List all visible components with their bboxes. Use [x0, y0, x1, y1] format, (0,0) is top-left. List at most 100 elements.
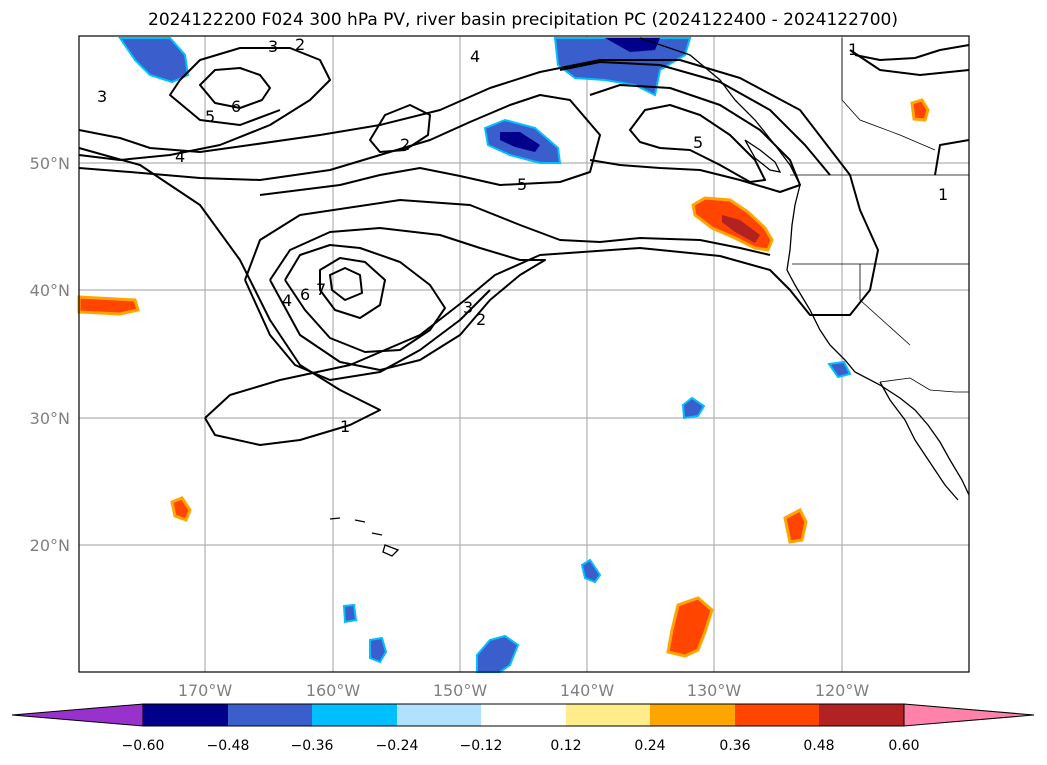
colorbar-outline	[142, 703, 905, 727]
colorbar-extend-low	[11, 703, 144, 727]
colorbar-bin	[228, 704, 312, 726]
lon-label-130w: 130°W	[687, 681, 742, 700]
political-borders	[790, 38, 969, 393]
contour-5-coast	[629, 104, 766, 183]
contour-label: 7	[316, 280, 326, 299]
colorbar-tick-label: −0.36	[291, 738, 334, 754]
coastline-vancouver-island	[744, 139, 782, 173]
precip-strong-negative-gulf-alaska	[500, 132, 540, 152]
border-us-mexico	[879, 377, 969, 393]
lon-label-120w: 120°W	[815, 681, 870, 700]
precip-strong-positive-pacific-nw	[722, 215, 760, 243]
colorbar-extend-high	[903, 703, 1035, 727]
contour-2-north	[369, 104, 431, 153]
colorbar-bin	[397, 704, 481, 726]
contour-6-center	[329, 267, 363, 301]
colorbar-bin	[735, 704, 819, 726]
contour-label: 4	[282, 291, 292, 310]
coastline-north-america	[639, 37, 970, 496]
contour-labels: 1 1 1 2 2 2 3 3 3 4 4 4 5 5 5 6 6 7	[97, 35, 948, 436]
colorbar-tick-label: −0.24	[376, 738, 419, 754]
pv-contours	[78, 44, 970, 446]
colorbar-tick-label: 0.24	[634, 738, 665, 754]
precip-negative-subtropic-6	[827, 360, 852, 379]
lat-label-30n: 30°N	[30, 409, 70, 428]
contour-label: 4	[175, 147, 185, 166]
contour-1-canada	[849, 49, 970, 176]
contour-4-north	[78, 94, 601, 196]
precip-positive-west	[77, 295, 140, 316]
contour-4	[284, 244, 446, 353]
colorbar-tick-label: −0.48	[207, 738, 250, 754]
colorbar-tick-label: 0.12	[550, 738, 581, 754]
contour-4-coast	[589, 84, 801, 193]
map-frame	[78, 35, 970, 673]
map-panel: 1 1 1 2 2 2 3 3 3 4 4 4 5 5 5 6 6 7	[77, 35, 970, 673]
coastline-baja	[879, 381, 959, 501]
colorbar-tick-label: −0.12	[460, 738, 503, 754]
longitude-labels: 170°W 160°W 150°W 140°W 130°W 120°W	[178, 681, 870, 700]
colorbar-tick-label: −0.60	[122, 738, 165, 754]
contour-label: 4	[470, 47, 480, 66]
colorbar-bin	[143, 704, 228, 726]
colorbar-tick-label: 0.36	[719, 738, 750, 754]
precip-negative-subtropic-3	[342, 603, 358, 624]
colorbar-bin	[566, 704, 650, 726]
precip-negative-subtropic-2	[369, 636, 388, 664]
border-canada-alaska	[841, 38, 936, 151]
contour-3	[269, 227, 546, 371]
colorbar-bin	[819, 704, 904, 726]
colorbar-bin	[481, 704, 566, 726]
contour-label: 2	[295, 35, 305, 54]
contour-5-center	[319, 257, 386, 319]
contour-1-main	[78, 59, 879, 446]
contour-1-canada-2	[854, 44, 970, 61]
contour-label: 2	[476, 310, 486, 329]
precip-shading	[77, 37, 930, 673]
contour-label: 3	[97, 87, 107, 106]
lon-label-160w: 160°W	[306, 681, 361, 700]
figure-title: 2024122200 F024 300 hPa PV, river basin …	[148, 10, 898, 30]
lat-label-20n: 20°N	[30, 536, 70, 555]
colorbar: −0.60 −0.48 −0.36 −0.24 −0.12 0.12 0.24 …	[11, 703, 1035, 754]
lon-label-150w: 150°W	[433, 681, 488, 700]
precip-positive-subtropic-3	[666, 596, 714, 658]
coastlines	[329, 37, 970, 557]
colorbar-bin	[650, 704, 735, 726]
contour-label: 1	[938, 185, 948, 204]
colorbar-bin	[312, 704, 397, 726]
contour-label: 5	[205, 107, 215, 126]
colorbar-tick-label: 0.60	[888, 738, 919, 754]
contour-label: 6	[300, 285, 310, 304]
border-state-ca-nv	[859, 264, 911, 346]
latitude-labels: 50°N 40°N 30°N 20°N	[30, 154, 70, 555]
precip-negative-bc-coast	[553, 37, 692, 97]
precip-negative-subtropic-4	[580, 558, 602, 584]
contour-label: 1	[340, 417, 350, 436]
precip-negative-aleutian	[118, 37, 190, 84]
contour-label: 3	[463, 298, 473, 317]
contour-label: 2	[400, 135, 410, 154]
lat-label-40n: 40°N	[30, 281, 70, 300]
precip-positive-canada	[910, 98, 930, 122]
precip-negative-subtropic-5	[681, 396, 706, 420]
colorbar-tick-label: 0.48	[803, 738, 834, 754]
contour-3-coast	[559, 61, 831, 176]
contour-label: 5	[517, 175, 527, 194]
contour-2	[244, 199, 771, 381]
contour-5-north	[78, 47, 331, 161]
precip-positive-subtropic-1	[170, 496, 192, 522]
contour-label: 1	[848, 40, 858, 59]
precip-strong-negative-bc-coast	[605, 38, 660, 52]
contour-label: 5	[693, 133, 703, 152]
contour-label: 3	[268, 37, 278, 56]
precip-positive-subtropic-2	[783, 507, 808, 544]
contour-label: 6	[231, 97, 241, 116]
lon-label-140w: 140°W	[560, 681, 615, 700]
contour-6-north	[199, 67, 271, 109]
lon-label-170w: 170°W	[178, 681, 233, 700]
lat-label-50n: 50°N	[30, 154, 70, 173]
graticule	[79, 36, 969, 672]
coastline-hawaii	[329, 517, 400, 557]
